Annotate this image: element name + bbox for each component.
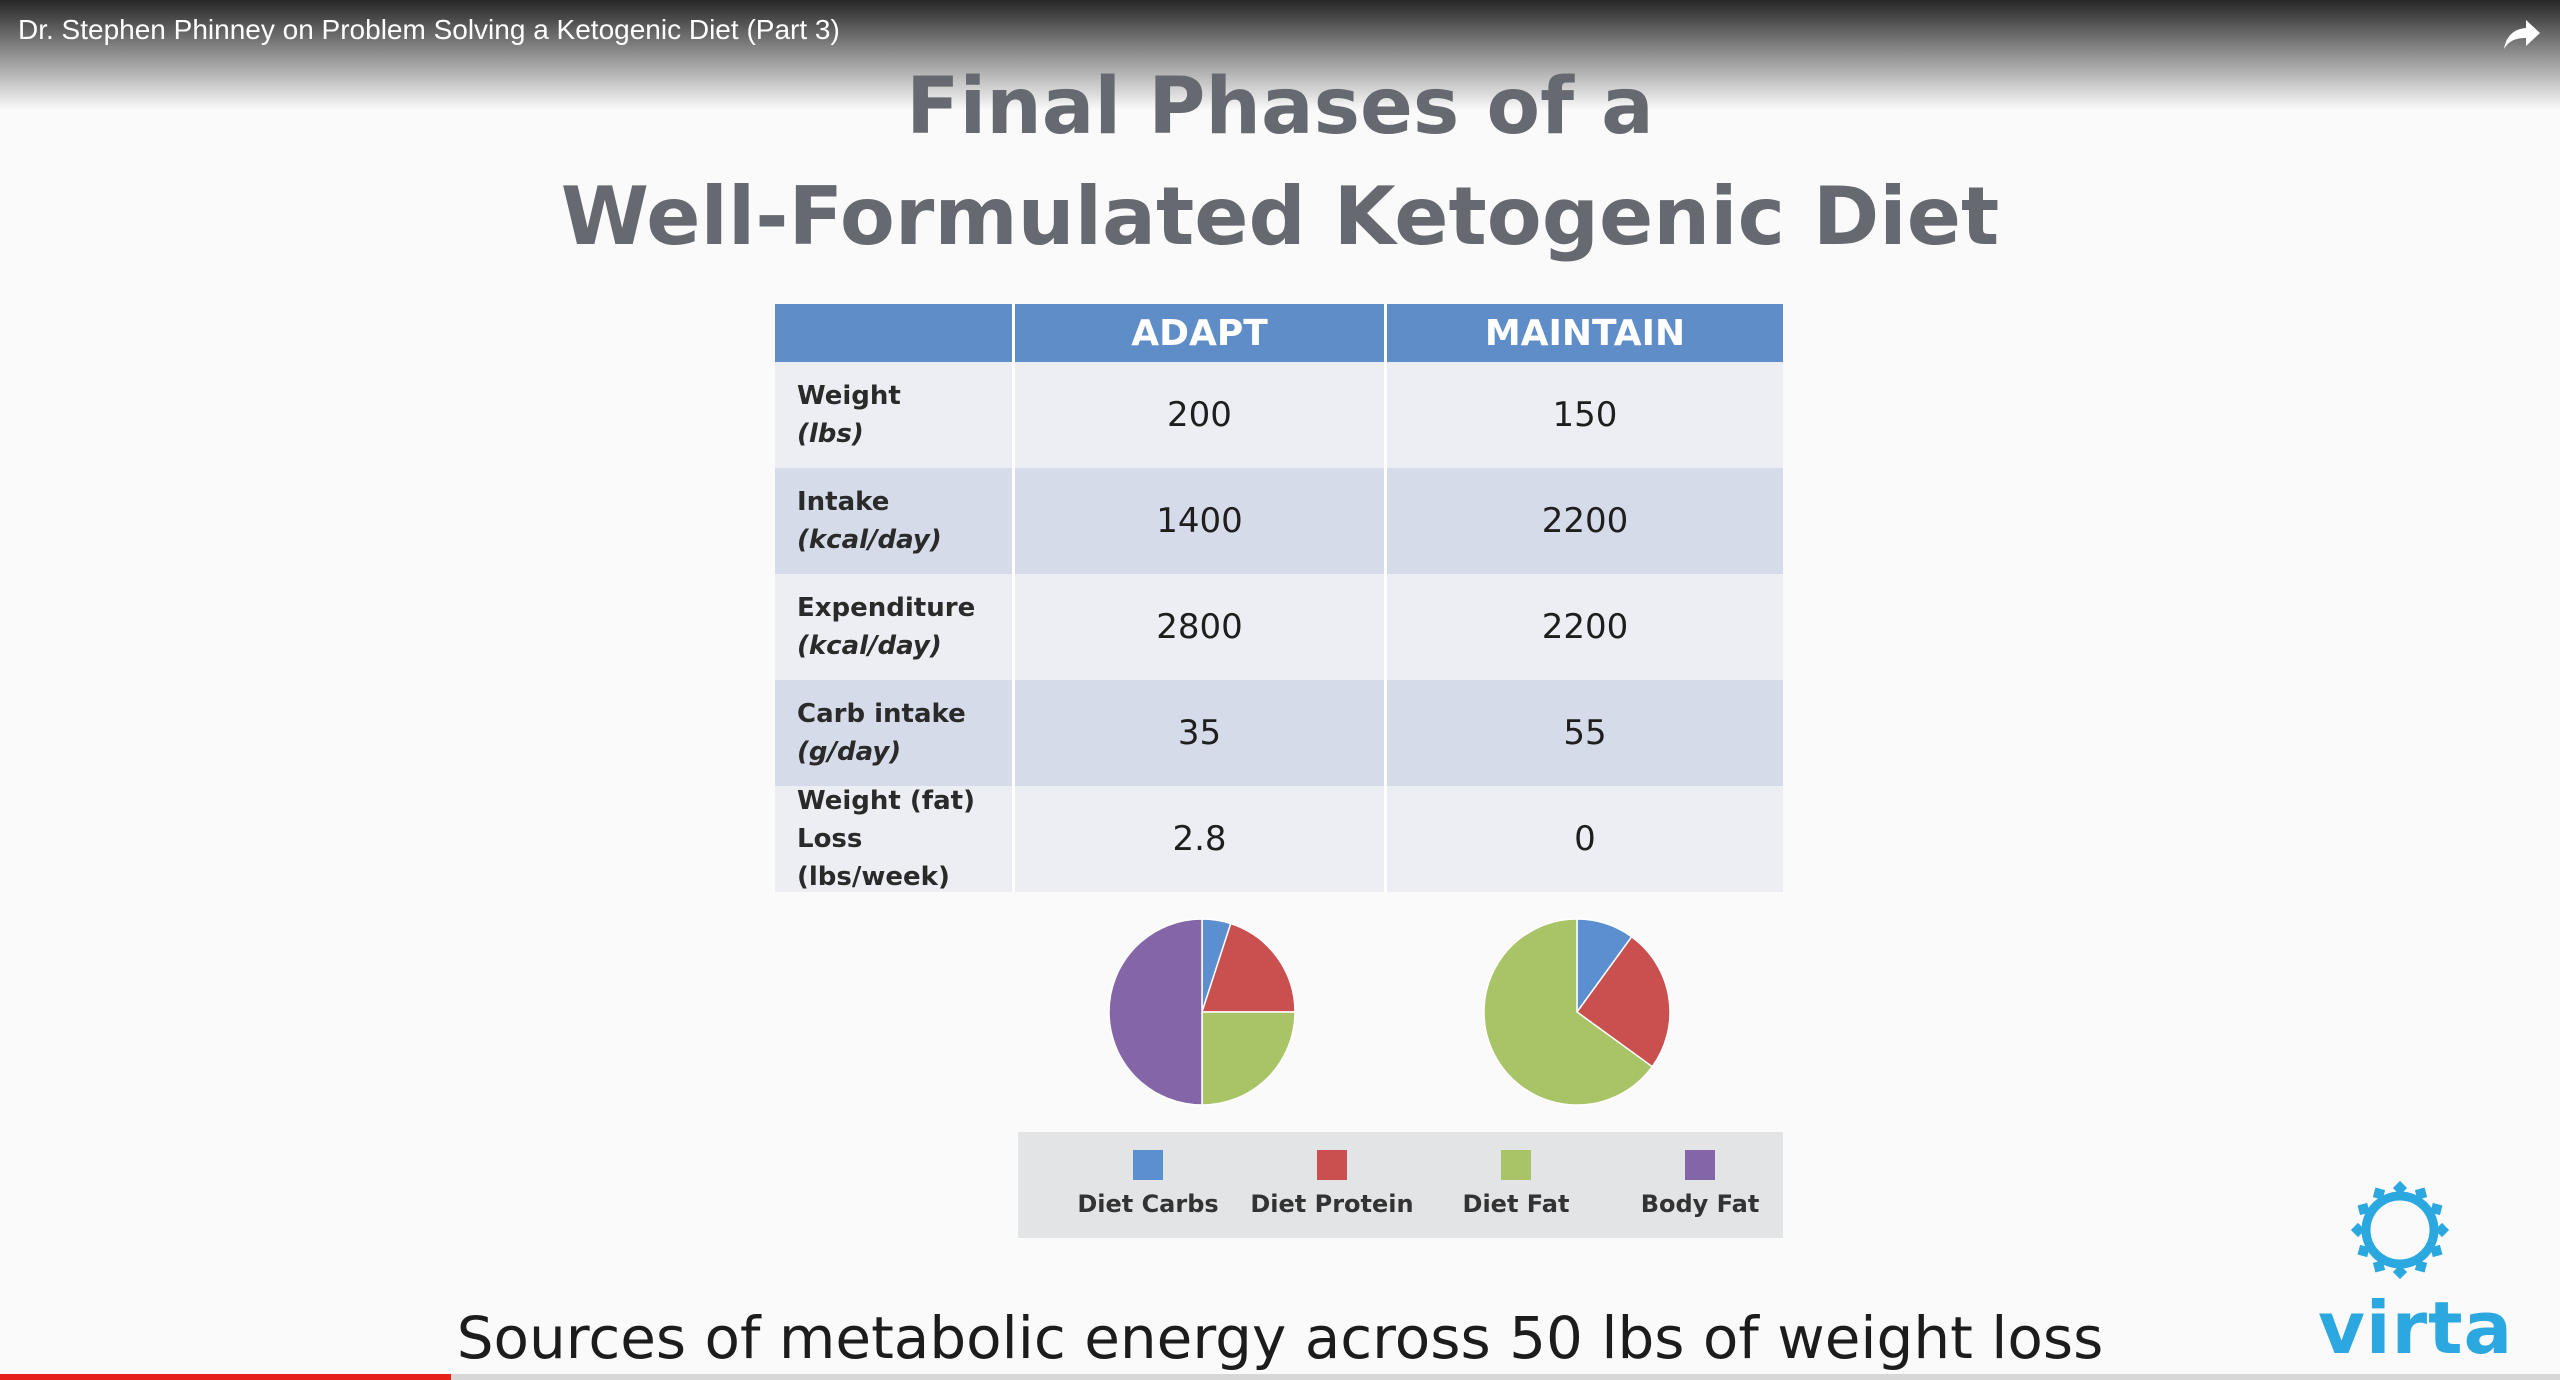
row-label-cell: Carb intake (g/day) xyxy=(775,680,1015,786)
row-label: Expenditure xyxy=(797,593,976,623)
maintain-value: 2200 xyxy=(1541,501,1629,541)
maintain-value: 0 xyxy=(1574,819,1596,859)
row-label: Carb intake xyxy=(797,699,966,729)
share-button[interactable] xyxy=(2500,14,2544,54)
legend-label: Body Fat xyxy=(1640,1190,1760,1218)
row-label-cell: Weight (fat) Loss (lbs/week) xyxy=(775,786,1015,892)
adapt-value: 1400 xyxy=(1015,468,1387,574)
maintain-value: 150 xyxy=(1552,395,1618,435)
legend-swatch xyxy=(1317,1150,1347,1180)
legend-item-diet-fat: Diet Fat xyxy=(1416,1150,1616,1218)
table-row: Carb intake (g/day) 35 55 xyxy=(775,680,1783,786)
pie-slice-diet-fat xyxy=(1201,1011,1296,1106)
legend-swatch xyxy=(1133,1150,1163,1180)
pie-legend: Diet Carbs Diet Protein Diet Fat Body Fa… xyxy=(1018,1132,1783,1238)
pie-slice-diet-protein xyxy=(1200,922,1296,1013)
phases-table: ADAPT MAINTAIN Weight (lbs) 200 150 Inta… xyxy=(775,304,1783,892)
row-label-cell: Expenditure (kcal/day) xyxy=(775,574,1015,680)
legend-item-body-fat: Body Fat xyxy=(1600,1150,1800,1218)
row-label: Weight xyxy=(797,381,901,411)
video-top-bar xyxy=(0,0,2560,110)
row-label-cell: Weight (lbs) xyxy=(775,362,1015,468)
row-unit: (kcal/day) xyxy=(797,631,942,661)
legend-swatch xyxy=(1685,1150,1715,1180)
adapt-value: 200 xyxy=(1015,362,1387,468)
header-adapt: ADAPT xyxy=(1015,304,1387,362)
adapt-value: 35 xyxy=(1015,680,1387,786)
row-label: Intake xyxy=(797,487,890,517)
header-maintain: MAINTAIN xyxy=(1484,312,1686,354)
table-row: Weight (fat) Loss (lbs/week) 2.8 0 xyxy=(775,786,1783,892)
maintain-value: 2200 xyxy=(1541,607,1629,647)
pie-slice-diet-fat xyxy=(1483,918,1654,1106)
video-progress-bar[interactable] xyxy=(0,1374,2560,1380)
share-arrow-icon xyxy=(2504,20,2540,49)
row-unit: (g/day) xyxy=(797,737,902,767)
maintain-pie-chart xyxy=(1483,918,1671,1106)
row-label: Weight (fat) xyxy=(797,786,975,816)
slide-subtitle: Sources of metabolic energy across 50 lb… xyxy=(456,1304,2104,1372)
legend-swatch xyxy=(1501,1150,1531,1180)
legend-item-diet-carbs: Diet Carbs xyxy=(1048,1150,1248,1218)
pie-slice-diet-protein xyxy=(1575,935,1671,1068)
legend-label: Diet Protein xyxy=(1250,1190,1414,1218)
legend-item-diet-protein: Diet Protein xyxy=(1232,1150,1432,1218)
virta-logo-text: virta xyxy=(2318,1286,2514,1370)
adapt-value: 2.8 xyxy=(1015,786,1387,892)
legend-label: Diet Carbs xyxy=(1077,1190,1219,1218)
header-empty-cell xyxy=(775,304,1015,362)
row-unit: Loss (lbs/week) xyxy=(797,824,950,892)
row-unit: (kcal/day) xyxy=(797,525,942,555)
virta-gear-icon xyxy=(2350,1180,2450,1280)
video-progress-fill xyxy=(0,1374,451,1380)
maintain-value: 55 xyxy=(1563,713,1607,753)
table-row: Expenditure (kcal/day) 2800 2200 xyxy=(775,574,1783,680)
slide-title-line-1: Final Phases of a xyxy=(906,62,1654,152)
table-row: Intake (kcal/day) 1400 2200 xyxy=(775,468,1783,574)
row-label-cell: Intake (kcal/day) xyxy=(775,468,1015,574)
adapt-pie-chart xyxy=(1108,918,1296,1106)
video-title[interactable]: Dr. Stephen Phinney on Problem Solving a… xyxy=(18,14,840,45)
legend-label: Diet Fat xyxy=(1462,1190,1570,1218)
adapt-value: 2800 xyxy=(1015,574,1387,680)
table-header: ADAPT MAINTAIN xyxy=(775,304,1783,362)
pie-slice-body-fat xyxy=(1108,918,1203,1106)
slide-title-line-2: Well-Formulated Ketogenic Diet xyxy=(560,170,2000,263)
table-row: Weight (lbs) 200 150 xyxy=(775,362,1783,468)
row-unit: (lbs) xyxy=(797,419,864,449)
